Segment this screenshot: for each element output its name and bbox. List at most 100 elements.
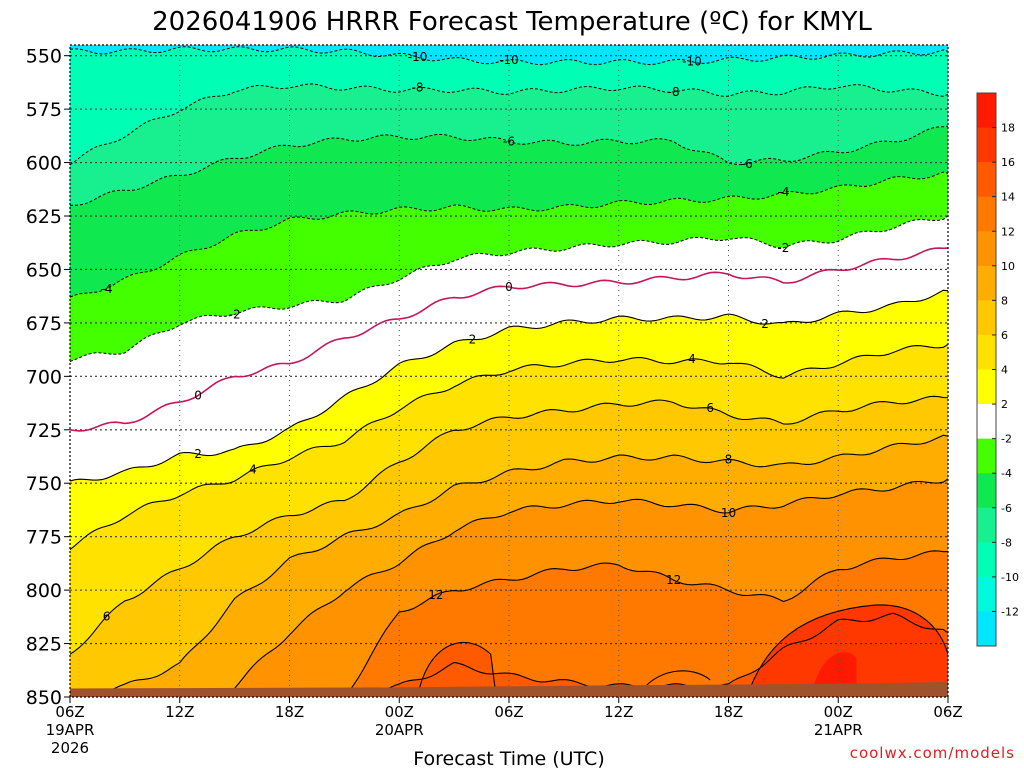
ground-surface (70, 682, 948, 697)
y-tick-label: 825 (26, 634, 62, 656)
colorbar-tick-label: -8 (1001, 536, 1012, 549)
contour-label-group: 2 (194, 447, 202, 461)
contour-line--6 (70, 125, 948, 206)
colorbar-bin (977, 162, 996, 198)
contour-label-10: 10 (721, 506, 736, 520)
x-tick-label: 12Z (604, 703, 633, 721)
contour-label--6: -6 (741, 157, 753, 171)
colorbar-bin (977, 576, 996, 612)
contour-label-group: -10 (682, 55, 702, 69)
contour-label-group: 12 (666, 573, 681, 587)
x-tick-date: 20APR (375, 721, 424, 739)
contour-line-14 (70, 612, 948, 697)
contour-label-0: 0 (505, 280, 513, 294)
colorbar-bin (977, 404, 996, 440)
contour-label--8: -8 (412, 81, 424, 95)
colorbar-tick-label: -12 (1001, 605, 1019, 618)
x-tick-date: 21APR (814, 721, 863, 739)
x-tick-date: 19APR (46, 721, 95, 739)
contour-label-group: 2 (761, 317, 769, 331)
contour-lines (70, 46, 948, 697)
colorbar-tick-label: 12 (1001, 225, 1015, 238)
contour-label-group: 4 (249, 463, 257, 477)
contour-label-group: 8 (725, 452, 733, 466)
x-tick-label: 18Z (275, 703, 304, 721)
y-tick-label: 625 (26, 206, 62, 228)
y-tick-label: 650 (26, 259, 62, 281)
contour-label-group: -10 (408, 50, 428, 64)
y-tick-label: 600 (26, 153, 62, 175)
contour-label-8: 8 (725, 452, 733, 466)
contour-label-group: -2 (777, 241, 789, 255)
colorbar-tick-label: 18 (1001, 122, 1015, 135)
colorbar-tick-label: 14 (1001, 191, 1015, 204)
colorbar-bin (977, 611, 996, 647)
contour-line-16-loop (746, 604, 948, 697)
colorbar-tick-label: -6 (1001, 502, 1012, 515)
colorbar-tick-label: -4 (1001, 467, 1012, 480)
y-tick-label: 850 (26, 687, 62, 709)
colorbar-bin (977, 196, 996, 232)
x-tick-label: 00Z (824, 703, 853, 721)
warm-core-21apr (746, 604, 948, 697)
y-tick-label: 750 (26, 473, 62, 495)
contour-label-group: 4 (688, 352, 696, 366)
contour-label-group: -2 (229, 307, 241, 321)
colorbar-bin (977, 473, 996, 509)
colorbar-tick-label: 16 (1001, 156, 1015, 169)
contour-label-group: -6 (741, 157, 753, 171)
contour-line-14-loop-a (417, 641, 497, 697)
grid-lines (70, 45, 948, 697)
contour-labels: -10 -10 -10 -8 -8 -6 -6 -4 -4 -2 -2 0 0 2 2 2 4 4 6 6 8 10 12 1… (101, 50, 790, 623)
colorbar-bin (977, 93, 996, 129)
colorbar-bin (977, 127, 996, 163)
y-tick-label: 800 (26, 580, 62, 602)
x-tick-label: 00Z (385, 703, 414, 721)
x-tick-label: 06Z (933, 703, 962, 721)
x-tick-label: 06Z (494, 703, 523, 721)
colorbar-legend: 18 16 14 12 10 8 6 4 2 -2 -4 -6 -8 -10 -12 (976, 92, 1019, 647)
colorbar-tick-label: 8 (1001, 294, 1008, 307)
warm-core-20apr (417, 642, 497, 697)
contour-label--10: -10 (499, 53, 519, 67)
colorbar-bin (977, 507, 996, 543)
contour-label-6: 6 (706, 401, 714, 415)
contour-label--2: -2 (777, 241, 789, 255)
contour-label-group: -6 (503, 134, 515, 148)
colorbar-bin (977, 438, 996, 474)
contour-label-2: 2 (469, 333, 477, 347)
contour-label--4: -4 (101, 282, 113, 296)
x-tick-label: 06Z (55, 703, 84, 721)
contour-label-group: -4 (101, 282, 113, 296)
contour-label-group: 12 (428, 588, 443, 602)
colorbar-bin (977, 369, 996, 405)
contour-line--10 (70, 46, 948, 66)
x-tick-year: 2026 (51, 739, 89, 757)
contour-label--10: -10 (408, 50, 428, 64)
y-tick-label: 700 (26, 366, 62, 388)
colorbar-bin (977, 334, 996, 370)
contour-label-group: -4 (777, 185, 789, 199)
contour-label--4: -4 (777, 185, 789, 199)
colorbar-tick-label: 2 (1001, 398, 1008, 411)
contour-label--10: -10 (682, 55, 702, 69)
credit-text: coolwx.com/models (850, 744, 1015, 762)
contour-label-group: 2 (469, 333, 477, 347)
contour-label-group: -8 (668, 85, 680, 99)
colorbar-tick-label: 4 (1001, 364, 1008, 377)
contour-line-6 (70, 395, 948, 655)
contour-label-group: 10 (721, 506, 736, 520)
colorbar-bin (977, 300, 996, 336)
contour-line-0 (70, 247, 948, 432)
contour-line--4 (70, 171, 948, 298)
y-tick-label: 725 (26, 420, 62, 442)
contour-label-group: 6 (706, 401, 714, 415)
contour-line-2 (70, 289, 948, 482)
contour-line-8 (70, 434, 948, 696)
x-axis-label: Forecast Time (UTC) (413, 748, 604, 768)
plot-area (70, 45, 948, 697)
colorbar-tick-label: 6 (1001, 329, 1008, 342)
y-tick-label: 775 (26, 527, 62, 549)
contour-label-2: 2 (194, 447, 202, 461)
